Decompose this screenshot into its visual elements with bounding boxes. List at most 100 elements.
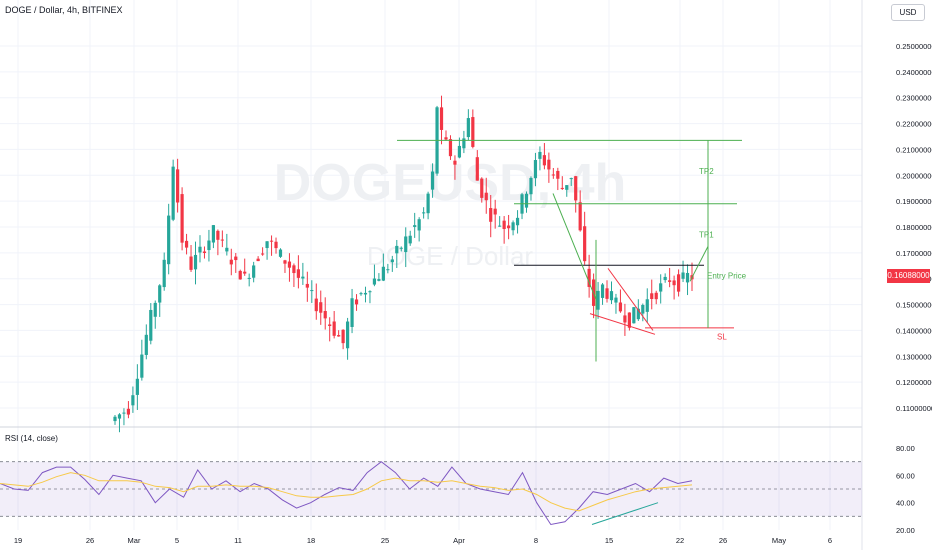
candle-body	[668, 280, 672, 282]
candle-body	[453, 160, 457, 165]
candle-body	[359, 293, 363, 295]
trend-line-down	[552, 193, 597, 300]
candle-body	[332, 321, 336, 336]
candle-body	[354, 299, 359, 305]
y-tick-label: 0.13000000	[896, 352, 932, 361]
x-tick-label: Mar	[128, 536, 141, 545]
candle-body	[153, 302, 157, 317]
candle-body	[614, 297, 618, 303]
candle-body	[408, 235, 412, 244]
candle-body	[117, 414, 122, 419]
sl-label: SL	[717, 332, 727, 341]
candle-body	[448, 139, 453, 157]
y-tick-label: 0.20000000	[896, 171, 932, 180]
x-tick-label: 6	[828, 536, 832, 545]
last-price-tag: 0.16088000	[887, 269, 930, 283]
candle-body	[131, 395, 135, 406]
candle-body	[386, 269, 390, 271]
currency-selector[interactable]: USD	[891, 4, 925, 21]
candle-body	[538, 151, 542, 159]
candle-body	[301, 276, 305, 279]
channel-lower	[589, 313, 656, 335]
candle-body	[444, 137, 448, 140]
candle-body	[238, 270, 242, 280]
x-tick-label: 8	[534, 536, 538, 545]
candle-body	[319, 302, 323, 313]
candle-body	[234, 256, 238, 261]
candle-body	[511, 222, 515, 231]
candle-body	[502, 220, 506, 230]
candle-body	[225, 247, 229, 252]
y-tick-label: 0.19000000	[896, 197, 932, 206]
candle-body	[574, 176, 578, 201]
candle-body	[337, 335, 341, 337]
candle-body	[480, 178, 484, 198]
candle-body	[113, 416, 117, 422]
candle-body	[417, 219, 421, 231]
candle-body	[618, 302, 623, 312]
candle-body	[565, 185, 569, 190]
candle-body	[471, 117, 475, 147]
candle-body	[252, 265, 256, 278]
candle-body	[596, 290, 600, 310]
candle-body	[296, 269, 300, 278]
candle-body	[278, 249, 283, 257]
candle-body	[189, 256, 193, 270]
candle-body	[310, 290, 314, 292]
candle-body	[533, 160, 538, 179]
candle-body	[341, 329, 345, 344]
candle-body	[556, 170, 560, 179]
candle-body	[672, 280, 676, 286]
candle-body	[184, 240, 189, 248]
candle-body	[457, 145, 462, 158]
candle-body	[627, 312, 631, 328]
candle-body	[430, 171, 435, 190]
candle-body	[305, 283, 309, 288]
x-tick-label: 19	[14, 536, 22, 545]
rsi-indicator-title[interactable]: RSI (14, close)	[5, 434, 58, 443]
candle-body	[547, 159, 551, 170]
candle-body	[439, 107, 444, 130]
candle-body	[529, 177, 533, 195]
rsi-divergence-line	[591, 502, 659, 526]
y-tick-label: 0.22000000	[896, 120, 932, 129]
candle-body	[484, 192, 488, 201]
tp2-label: TP2	[699, 167, 714, 176]
y-tick-label: 0.21000000	[896, 145, 932, 154]
x-tick-label: 18	[307, 536, 315, 545]
x-tick-label: 11	[234, 536, 242, 545]
candle-body	[171, 166, 175, 220]
candle-body	[587, 268, 591, 287]
candle-body	[292, 265, 296, 274]
candle-body	[350, 298, 354, 327]
candle-body	[220, 239, 224, 241]
candle-body	[676, 274, 681, 292]
candle-body	[399, 247, 403, 249]
candle-body	[498, 225, 502, 227]
candle-body	[681, 272, 685, 279]
tp1-label: TP1	[699, 230, 714, 239]
projection-line	[689, 246, 709, 282]
candle-body	[140, 354, 144, 378]
y-tick-label: 0.12000000	[896, 378, 932, 387]
candle-body	[180, 194, 184, 243]
candle-body	[551, 174, 555, 176]
candle-body	[198, 246, 202, 253]
candle-body	[207, 240, 211, 251]
candle-body	[377, 279, 381, 281]
y-tick-label: 0.23000000	[896, 94, 932, 103]
rsi-tick-label: 40.00	[896, 499, 915, 508]
candle-body	[363, 292, 368, 295]
candle-body	[569, 178, 573, 180]
candle-body	[390, 259, 394, 263]
candle-body	[283, 260, 287, 264]
symbol-title[interactable]: DOGE / Dollar, 4h, BITFINEX	[5, 5, 123, 15]
candle-body	[381, 266, 385, 281]
candle-body	[368, 291, 372, 293]
candle-body	[422, 212, 426, 214]
candle-body	[328, 324, 332, 326]
candle-body	[489, 208, 493, 222]
candle-body	[274, 241, 278, 249]
